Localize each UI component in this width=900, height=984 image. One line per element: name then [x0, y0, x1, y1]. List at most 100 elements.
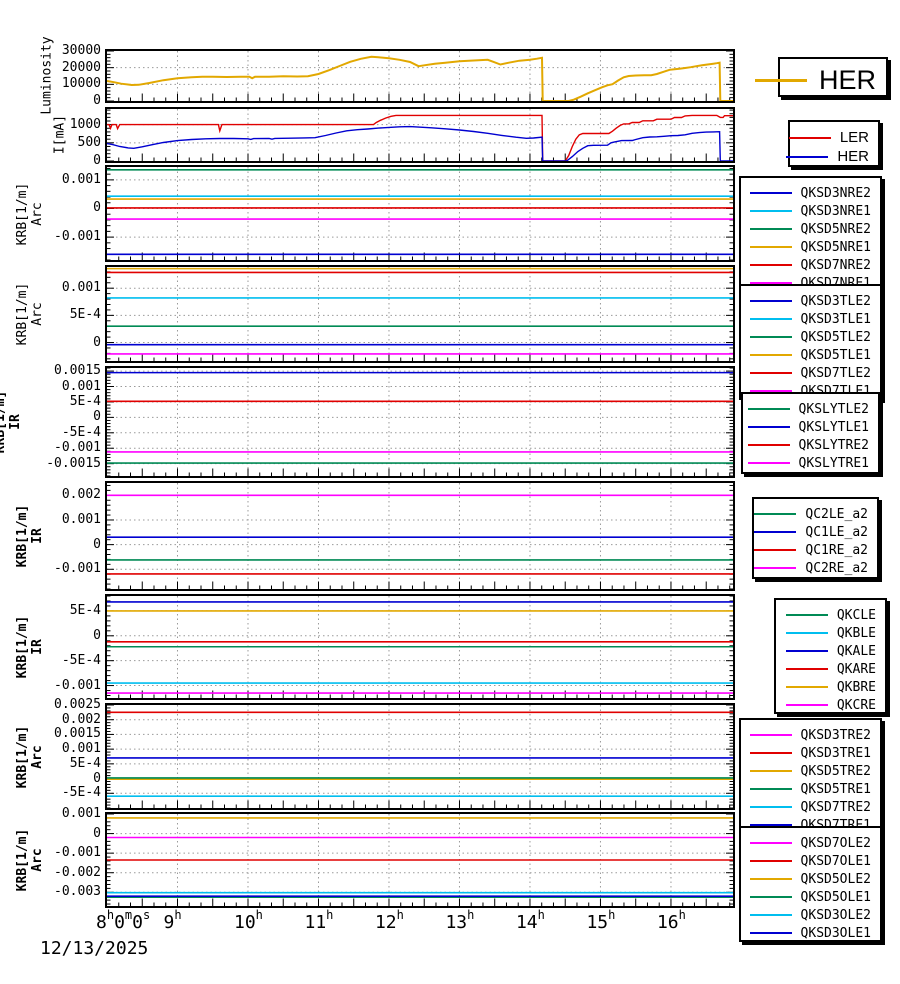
x-axis-hour-label-11: 11h	[304, 908, 334, 933]
legend-line-swatch	[749, 336, 792, 338]
legend-entry-QKBLE: QKBLE	[776, 624, 885, 642]
legend-entry-QKSD5TLE2: QKSD5TLE2	[741, 328, 880, 346]
legend-line-swatch	[754, 549, 797, 551]
ytick-label-luminosity: 0	[93, 93, 101, 108]
legend-entry-QKSD3TLE2: QKSD3TLE2	[741, 292, 880, 310]
legend-entry-label: QC1LE_a2	[805, 524, 868, 540]
legend-line-swatch	[749, 282, 792, 284]
x-axis-labels: 8h0m0s 9h 10h 11h 12h 13h 14h 15h 16h	[0, 908, 900, 936]
legend-line-swatch	[747, 408, 790, 410]
legend-line-swatch	[749, 788, 792, 790]
legend-line-swatch	[785, 686, 828, 688]
legend-line-swatch	[788, 136, 831, 139]
legend-entry-label: QKSD3OLE2	[800, 907, 871, 923]
legend-box-arc-nre: QKSD3NRE2 QKSD3NRE1 QKSD5NRE2 QKSD5NRE1 QKSD…	[739, 176, 882, 292]
ytick-label-arc-tre: 0.0025	[54, 697, 101, 712]
legend-entry-label: QKSLYTLE1	[798, 419, 869, 435]
x-axis-hour-label-14: 14h	[515, 908, 545, 933]
ytick-label-ir-qk: -5E-4	[61, 652, 101, 668]
ytick-label-arc-ole: -0.003	[54, 884, 101, 900]
legend-entry-label: QKCRE	[836, 697, 876, 713]
series-luminosity-HER	[107, 55, 733, 101]
legend-entry-label: QKARE	[836, 661, 876, 677]
ytick-label-arc-tre: 5E-4	[69, 755, 101, 771]
legend-entry-QKSD5OLE2: QKSD5OLE2	[741, 870, 880, 888]
legend-box-arc-tle: QKSD3TLE2 QKSD3TLE1 QKSD5TLE2 QKSD5TLE1 QKSD…	[739, 284, 882, 400]
chart-panel-current	[105, 107, 735, 163]
y-axis-label-text: KRB[1/m]	[15, 828, 30, 892]
legend-entry-QKALE: QKALE	[776, 642, 885, 660]
legend-entry-label: QC1RE_a2	[805, 542, 868, 558]
legend-line-swatch	[747, 426, 790, 428]
legend-entry-QKSLYTRE2: QKSLYTRE2	[743, 436, 878, 454]
legend-entry-QKSD7TLE2: QKSD7TLE2	[741, 364, 880, 382]
legend-entry-label: QKSD3NRE1	[800, 203, 871, 219]
ytick-label-arc-tle: 0	[93, 334, 101, 350]
legend-line-swatch	[749, 914, 792, 916]
chart-area-arc-ole	[107, 814, 733, 906]
chart-area-current	[107, 109, 733, 161]
legend-entry-QKSD5TLE1: QKSD5TLE1	[741, 346, 880, 364]
legend-entry-QKSD7NRE2: QKSD7NRE2	[741, 256, 880, 274]
legend-line-swatch	[749, 264, 792, 266]
legend-entry-QC2LE_a2: QC2LE_a2	[754, 505, 877, 523]
legend-entry-label: QKSD5OLE2	[800, 871, 871, 887]
legend-box-ir-qk: QKCLE QKBLE QKALE QKARE QKBRE QKCRE	[774, 598, 887, 714]
ytick-label-arc-tre: 0.001	[61, 741, 101, 757]
legend-line-swatch	[749, 842, 792, 844]
legend-entry-label: QKSD5TLE1	[800, 347, 871, 363]
legend-entry-label: LER	[839, 129, 869, 146]
ytick-label-arc-tre: 0.0015	[54, 726, 101, 742]
legend-entry-label: QKSD7TLE2	[800, 365, 871, 381]
legend-line-swatch	[749, 210, 792, 212]
legend-line-swatch	[749, 752, 792, 754]
legend-entry-QKSD3NRE1: QKSD3NRE1	[741, 202, 880, 220]
legend-entry-LER: LER	[788, 128, 878, 147]
ytick-label-arc-tle: 5E-4	[69, 307, 101, 323]
y-axis-label-arc-ole: KRB[1/m] Arc	[15, 760, 45, 960]
legend-line-swatch	[749, 354, 792, 356]
legend-box-arc-ole: QKSD7OLE2 QKSD7OLE1 QKSD5OLE2 QKSD5OLE1 QKSD…	[739, 826, 882, 942]
legend-line-swatch	[749, 246, 792, 248]
ytick-label-arc-nre: 0	[93, 200, 101, 216]
chart-area-ir-qk	[107, 596, 733, 698]
legend-entry-label: HER	[818, 64, 876, 95]
legend-line-swatch	[749, 300, 792, 302]
legend-entry-QKSD7TRE2: QKSD7TRE2	[741, 798, 880, 816]
legend-entry-label: QKSD3TLE1	[800, 311, 871, 327]
legend-entry-QKSLYTRE1: QKSLYTRE1	[743, 454, 878, 472]
legend-entry-label: QKSD5NRE2	[800, 221, 871, 237]
legend-entry-label: QKSLYTLE2	[798, 401, 869, 417]
chart-panel-luminosity	[105, 49, 735, 103]
legend-entry-QC2RE_a2: QC2RE_a2	[754, 559, 877, 577]
ytick-label-arc-tle: 0.001	[61, 280, 101, 296]
ytick-label-luminosity: 10000	[61, 76, 101, 92]
ytick-label-current: 1000	[69, 116, 101, 132]
chart-panel-arc-tre	[105, 703, 735, 810]
y-axis-label-current: I[mA]	[52, 114, 68, 155]
ytick-label-arc-ole: -0.002	[54, 864, 101, 880]
x-axis-hour-label-9: 9h	[163, 908, 182, 933]
x-axis-hour-label-12: 12h	[374, 908, 404, 933]
legend-line-swatch	[749, 896, 792, 898]
legend-entry-label: QKALE	[836, 643, 876, 659]
ytick-label-ir-qksly: 5E-4	[69, 393, 101, 409]
chart-area-luminosity	[107, 51, 733, 101]
legend-entry-label: QKCLE	[836, 607, 876, 623]
chart-panel-arc-ole	[105, 812, 735, 908]
legend-entry-QKSD5NRE1: QKSD5NRE1	[741, 238, 880, 256]
legend-line-swatch	[749, 734, 792, 736]
legend-line-swatch	[785, 668, 828, 670]
legend-line-swatch	[785, 704, 828, 706]
ytick-label-arc-ole: -0.001	[54, 845, 101, 861]
y-axis-label-text: KRB[1/m]	[0, 390, 8, 454]
legend-entry-label: QKSD7TRE2	[800, 799, 871, 815]
legend-line-swatch	[749, 228, 792, 230]
legend-entry-QKSLYTLE1: QKSLYTLE1	[743, 418, 878, 436]
legend-line-swatch	[749, 390, 792, 392]
legend-entry-label: QKSD5TRE2	[800, 763, 871, 779]
legend-entry-QKSD3OLE2: QKSD3OLE2	[741, 906, 880, 924]
ytick-label-ir-qc: 0.001	[61, 511, 101, 527]
chart-panel-ir-qc	[105, 481, 735, 591]
